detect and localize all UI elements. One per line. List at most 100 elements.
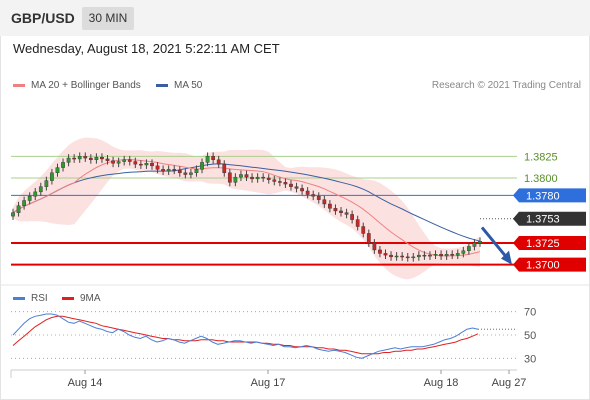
- candle-body: [389, 254, 393, 258]
- candle-body: [261, 176, 266, 179]
- legend-ma-bb: MA 20 + Bollinger Bands: [13, 80, 141, 91]
- candle-body: [255, 176, 260, 180]
- candle-body: [328, 203, 332, 209]
- candle-body: [94, 156, 99, 160]
- candle-body: [27, 195, 32, 201]
- candle-body: [100, 156, 104, 160]
- chart-header: GBP/USD 30 MIN: [0, 0, 590, 36]
- candle-body: [344, 212, 349, 215]
- x-tick-label: Aug 27: [492, 377, 527, 389]
- legend-ma-bb-label: MA 20 + Bollinger Bands: [31, 80, 141, 91]
- candle-body: [233, 176, 238, 183]
- level-label-1.3800: 1.3800: [524, 173, 558, 185]
- candle-body: [311, 194, 316, 197]
- candle-body: [450, 254, 455, 256]
- candle-body: [266, 177, 271, 180]
- ma50-line: [12, 163, 481, 242]
- candle-body: [322, 199, 327, 205]
- candle-body: [461, 250, 466, 254]
- timeframe-badge[interactable]: 30 MIN: [82, 7, 134, 30]
- symbol-label: GBP/USD: [11, 10, 75, 26]
- candle-body: [216, 159, 221, 165]
- candle-body: [366, 233, 371, 244]
- candle-body: [38, 186, 43, 193]
- candle-body: [116, 161, 121, 164]
- x-tick-label: Aug 18: [424, 377, 459, 389]
- candle-body: [222, 163, 227, 173]
- candle-body: [194, 169, 199, 173]
- candle-body: [339, 210, 343, 213]
- candle-body: [83, 156, 88, 159]
- candle-body: [289, 183, 293, 187]
- chart-credit: Research © 2021 Trading Central: [431, 80, 581, 91]
- ma-bb-swatch: [13, 83, 25, 87]
- ma50-swatch: [156, 83, 168, 87]
- legend-ma50-label: MA 50: [174, 80, 203, 91]
- candle-body: [300, 188, 304, 192]
- level-tag-1.3725: [513, 236, 586, 250]
- rsi-swatch: [13, 296, 25, 300]
- candle-body: [316, 195, 321, 200]
- level-label-1.3825: 1.3825: [524, 151, 558, 163]
- legend-rsi-ma-label: 9MA: [80, 293, 101, 304]
- candle-body: [250, 176, 254, 180]
- ma20-line: [12, 158, 481, 257]
- candle-body: [355, 219, 360, 227]
- candle-body: [177, 169, 182, 173]
- x-tick-label: Aug 14: [68, 377, 103, 389]
- candle-body: [50, 172, 54, 181]
- candle-body: [161, 169, 165, 172]
- level-tag-1.3700: [513, 257, 586, 272]
- level-label-1.3780: 1.3780: [526, 190, 560, 202]
- candle-body: [11, 212, 15, 217]
- candle-body: [150, 163, 154, 167]
- candle-body: [272, 179, 277, 182]
- candle-body: [439, 254, 443, 257]
- candle-body: [55, 167, 60, 174]
- candle-body: [88, 157, 93, 160]
- chart-datetime: Wednesday, August 18, 2021 5:22:11 AM CE…: [13, 41, 280, 56]
- legend-rsi: RSI: [13, 293, 48, 304]
- candle-body: [105, 158, 110, 161]
- bollinger-band: [13, 137, 480, 280]
- candle-body: [444, 254, 449, 257]
- candle-body: [77, 156, 82, 160]
- candle-body: [244, 174, 249, 178]
- candle-body: [433, 254, 438, 256]
- level-tag-1.3753: [513, 211, 586, 226]
- candle-body: [44, 180, 49, 187]
- candle-body: [455, 253, 460, 256]
- candle-body: [183, 172, 188, 175]
- rsi-tick-70: 70: [524, 307, 536, 319]
- candle-body: [394, 255, 399, 258]
- candle-body: [472, 242, 477, 247]
- candle-body: [411, 256, 416, 259]
- candle-body: [383, 253, 388, 256]
- candle-body: [239, 174, 243, 178]
- candle-body: [422, 254, 427, 257]
- candle-body: [200, 162, 204, 170]
- forecast-arrow-shaft: [480, 226, 508, 258]
- x-tick-label: Aug 17: [251, 377, 286, 389]
- candle-body: [139, 163, 143, 166]
- candle-body: [405, 256, 410, 259]
- candle-body: [294, 186, 299, 189]
- candle-body: [66, 157, 71, 163]
- candle-body: [16, 205, 21, 213]
- candle-body: [72, 157, 77, 160]
- legend-rsi-label: RSI: [31, 293, 48, 304]
- candle-body: [189, 172, 193, 175]
- candle-body: [478, 241, 482, 244]
- candle-body: [372, 242, 377, 251]
- candle-body: [416, 254, 421, 258]
- rsi-tick-30: 30: [524, 353, 536, 365]
- level-label-1.3700: 1.3700: [526, 260, 560, 272]
- legend-rsi-ma: 9MA: [62, 293, 101, 304]
- candle-body: [400, 255, 405, 258]
- candle-body: [205, 156, 210, 163]
- candle-body: [361, 226, 366, 234]
- candle-body: [61, 162, 65, 168]
- candle-body: [172, 169, 177, 171]
